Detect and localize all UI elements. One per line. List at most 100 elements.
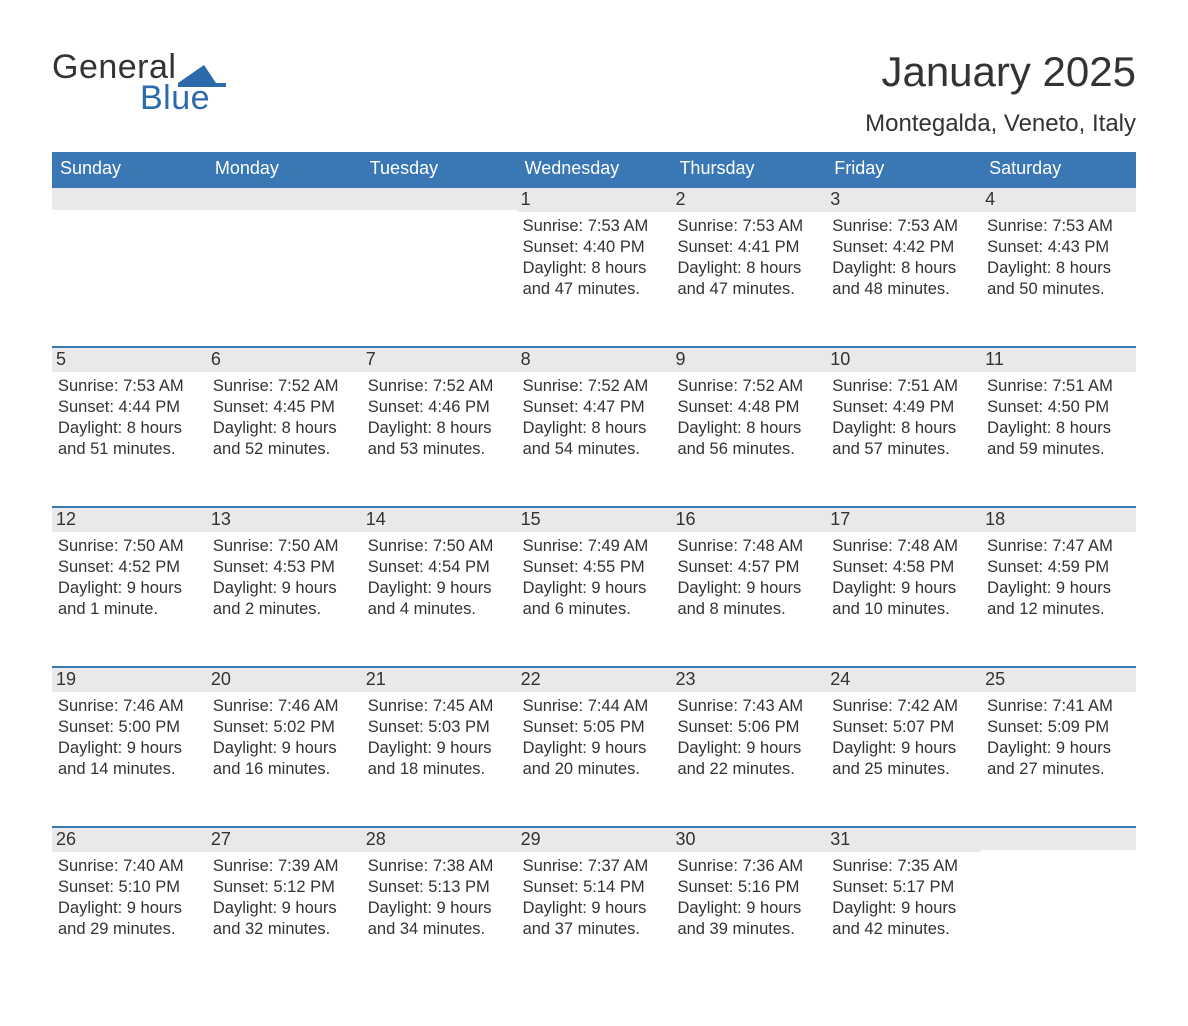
sunset-text: Sunset: 5:05 PM	[523, 717, 666, 738]
day-info: Sunrise: 7:40 AMSunset: 5:10 PMDaylight:…	[58, 856, 201, 940]
week-row: 5Sunrise: 7:53 AMSunset: 4:44 PMDaylight…	[52, 346, 1136, 506]
day-number: 2	[671, 188, 826, 212]
sunrise-text: Sunrise: 7:48 AM	[832, 536, 975, 557]
calendar-page: General Blue January 2025 Montegalda, Ve…	[0, 0, 1188, 1026]
week-row: 12Sunrise: 7:50 AMSunset: 4:52 PMDayligh…	[52, 506, 1136, 666]
day-number: 3	[826, 188, 981, 212]
daylight-text: and 52 minutes.	[213, 439, 356, 460]
day-number: 31	[826, 828, 981, 852]
sunset-text: Sunset: 5:06 PM	[677, 717, 820, 738]
day-number: 12	[52, 508, 207, 532]
daylight-text: Daylight: 8 hours	[523, 418, 666, 439]
day-info: Sunrise: 7:50 AMSunset: 4:54 PMDaylight:…	[368, 536, 511, 620]
daylight-text: and 56 minutes.	[677, 439, 820, 460]
sunrise-text: Sunrise: 7:44 AM	[523, 696, 666, 717]
day-number: 15	[517, 508, 672, 532]
daylight-text: Daylight: 9 hours	[677, 738, 820, 759]
daylight-text: and 14 minutes.	[58, 759, 201, 780]
page-header: General Blue January 2025 Montegalda, Ve…	[52, 48, 1136, 138]
day-cell: 14 Sunrise: 7:50 AMSunset: 4:54 PMDayligh…	[362, 508, 517, 666]
day-number: 24	[826, 668, 981, 692]
sunrise-text: Sunrise: 7:51 AM	[832, 376, 975, 397]
sunset-text: Sunset: 4:40 PM	[523, 237, 666, 258]
sunrise-text: Sunrise: 7:51 AM	[987, 376, 1130, 397]
daylight-text: and 12 minutes.	[987, 599, 1130, 620]
day-info: Sunrise: 7:51 AMSunset: 4:49 PMDaylight:…	[832, 376, 975, 460]
day-info: Sunrise: 7:44 AMSunset: 5:05 PMDaylight:…	[523, 696, 666, 780]
week-row: 19Sunrise: 7:46 AMSunset: 5:00 PMDayligh…	[52, 666, 1136, 826]
day-number: 16	[671, 508, 826, 532]
day-cell: 6Sunrise: 7:52 AMSunset: 4:45 PMDaylight…	[207, 348, 362, 506]
daylight-text: and 10 minutes.	[832, 599, 975, 620]
day-number: 14	[362, 508, 517, 532]
sunrise-text: Sunrise: 7:53 AM	[832, 216, 975, 237]
sunrise-text: Sunrise: 7:52 AM	[523, 376, 666, 397]
daylight-text: and 34 minutes.	[368, 919, 511, 940]
day-cell: 22Sunrise: 7:44 AMSunset: 5:05 PMDayligh…	[517, 668, 672, 826]
day-number: 10	[826, 348, 981, 372]
daylight-text: and 50 minutes.	[987, 279, 1130, 300]
day-number: 13	[207, 508, 362, 532]
daylight-text: Daylight: 9 hours	[987, 578, 1130, 599]
daylight-text: and 54 minutes.	[523, 439, 666, 460]
sunset-text: Sunset: 5:17 PM	[832, 877, 975, 898]
daylight-text: Daylight: 9 hours	[58, 738, 201, 759]
day-number: 29	[517, 828, 672, 852]
day-number: 17	[826, 508, 981, 532]
weekday-header: Wednesday	[517, 152, 672, 186]
daylight-text: Daylight: 9 hours	[523, 578, 666, 599]
day-cell: 17Sunrise: 7:48 AMSunset: 4:58 PMDayligh…	[826, 508, 981, 666]
day-cell: 3Sunrise: 7:53 AMSunset: 4:42 PMDaylight…	[826, 188, 981, 346]
sunset-text: Sunset: 5:03 PM	[368, 717, 511, 738]
sunset-text: Sunset: 5:00 PM	[58, 717, 201, 738]
daylight-text: Daylight: 8 hours	[58, 418, 201, 439]
daylight-text: and 20 minutes.	[523, 759, 666, 780]
day-cell: 1 Sunrise: 7:53 AMSunset: 4:40 PMDaylight…	[517, 188, 672, 346]
day-number: 23	[671, 668, 826, 692]
sunset-text: Sunset: 4:47 PM	[523, 397, 666, 418]
day-number: 4	[981, 188, 1136, 212]
day-number: 26	[52, 828, 207, 852]
daylight-text: and 51 minutes.	[58, 439, 201, 460]
sunrise-text: Sunrise: 7:43 AM	[677, 696, 820, 717]
day-cell: 10 Sunrise: 7:51 AMSunset: 4:49 PMDayligh…	[826, 348, 981, 506]
sunset-text: Sunset: 4:50 PM	[987, 397, 1130, 418]
sunrise-text: Sunrise: 7:47 AM	[987, 536, 1130, 557]
day-number: 5	[52, 348, 207, 372]
weekday-header: Thursday	[671, 152, 826, 186]
sunrise-text: Sunrise: 7:40 AM	[58, 856, 201, 877]
day-number: 27	[207, 828, 362, 852]
day-info: Sunrise: 7:50 AMSunset: 4:53 PMDaylight:…	[213, 536, 356, 620]
sunset-text: Sunset: 5:10 PM	[58, 877, 201, 898]
sunrise-text: Sunrise: 7:53 AM	[58, 376, 201, 397]
daylight-text: Daylight: 9 hours	[832, 738, 975, 759]
sunset-text: Sunset: 4:58 PM	[832, 557, 975, 578]
daylight-text: and 37 minutes.	[523, 919, 666, 940]
day-info: Sunrise: 7:37 AMSunset: 5:14 PMDaylight:…	[523, 856, 666, 940]
day-cell: 23 Sunrise: 7:43 AMSunset: 5:06 PMDayligh…	[671, 668, 826, 826]
brand-logo: General Blue	[52, 48, 226, 118]
day-cell	[207, 188, 362, 346]
sunset-text: Sunset: 4:59 PM	[987, 557, 1130, 578]
daylight-text: Daylight: 9 hours	[677, 898, 820, 919]
daylight-text: Daylight: 9 hours	[523, 898, 666, 919]
day-number: 1	[517, 188, 672, 212]
day-info: Sunrise: 7:36 AMSunset: 5:16 PMDaylight:…	[677, 856, 820, 940]
day-info: Sunrise: 7:53 AMSunset: 4:40 PMDaylight:…	[523, 216, 666, 300]
location-label: Montegalda, Veneto, Italy	[865, 110, 1136, 138]
day-cell: 9Sunrise: 7:52 AMSunset: 4:48 PMDaylight…	[671, 348, 826, 506]
daylight-text: and 42 minutes.	[832, 919, 975, 940]
day-info: Sunrise: 7:43 AMSunset: 5:06 PMDaylight:…	[677, 696, 820, 780]
weekday-header-row: SundayMondayTuesdayWednesdayThursdayFrid…	[52, 152, 1136, 186]
logo-text-blue: Blue	[140, 79, 226, 118]
sunrise-text: Sunrise: 7:36 AM	[677, 856, 820, 877]
sunrise-text: Sunrise: 7:50 AM	[368, 536, 511, 557]
daylight-text: Daylight: 9 hours	[58, 898, 201, 919]
sunset-text: Sunset: 4:55 PM	[523, 557, 666, 578]
day-info: Sunrise: 7:46 AMSunset: 5:02 PMDaylight:…	[213, 696, 356, 780]
sunset-text: Sunset: 4:46 PM	[368, 397, 511, 418]
day-cell: 19Sunrise: 7:46 AMSunset: 5:00 PMDayligh…	[52, 668, 207, 826]
daylight-text: Daylight: 8 hours	[213, 418, 356, 439]
sunrise-text: Sunrise: 7:46 AM	[213, 696, 356, 717]
daylight-text: and 48 minutes.	[832, 279, 975, 300]
